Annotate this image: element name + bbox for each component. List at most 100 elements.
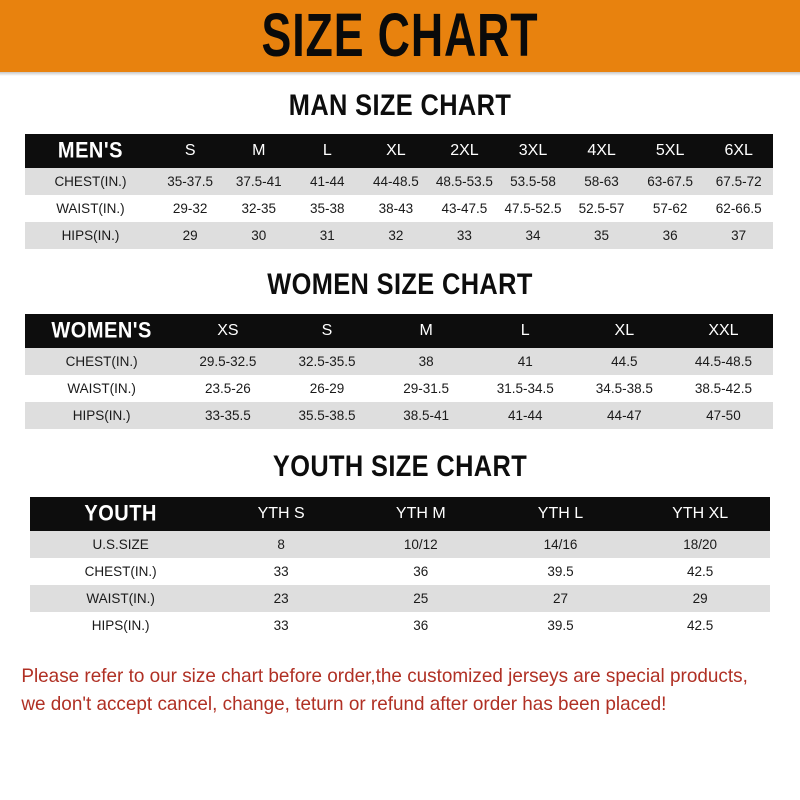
- disclaimer-line-1: Please refer to our size chart before or…: [21, 665, 748, 687]
- table-row: CHEST(IN.) 29.5-32.5 32.5-35.5 38 41 44.5 44.5…: [25, 348, 773, 375]
- table-cell: 36: [413, 618, 429, 633]
- women-row-label: HIPS(IN.): [72, 408, 131, 423]
- youth-row-label: U.S.SIZE: [92, 537, 149, 552]
- table-cell: 37.5-41: [235, 174, 282, 189]
- table-cell: 8: [277, 537, 285, 552]
- table-cell: 29: [182, 228, 198, 243]
- table-cell: 39.5: [547, 618, 574, 633]
- table-row: WAIST(IN.) 29-32 32-35 35-38 38-43 43-47.5 47.…: [25, 195, 773, 222]
- man-size-column-5: 2XL: [450, 142, 479, 159]
- disclaimer-note: Please refer to our size chart before or…: [0, 663, 776, 718]
- table-cell: 14/16: [543, 537, 578, 552]
- women-header-label: WOMEN'S: [25, 314, 178, 348]
- table-cell: 30: [251, 228, 267, 243]
- table-cell: 35-38: [310, 201, 345, 216]
- table-cell: 31.5-34.5: [496, 381, 554, 396]
- man-size-column-8: 5XL: [655, 142, 685, 159]
- women-size-column-3: M: [419, 322, 433, 339]
- table-row: HIPS(IN.) 33-35.5 35.5-38.5 38.5-41 41-44 44-…: [25, 402, 773, 429]
- table-cell: 47.5-52.5: [504, 201, 562, 216]
- table-row: CHEST(IN.) 35-37.5 37.5-41 41-44 44-48.5 48.5…: [25, 168, 773, 195]
- youth-row-label: CHEST(IN.): [84, 564, 157, 579]
- table-cell: 44.5: [611, 354, 638, 369]
- man-size-column-4: XL: [386, 142, 406, 159]
- table-cell: 67.5-72: [715, 174, 762, 189]
- table-cell: 33: [273, 618, 289, 633]
- page-title: SIZE CHART: [261, 1, 539, 71]
- women-size-column-4: L: [520, 322, 530, 339]
- table-cell: 25: [413, 591, 429, 606]
- youth-size-section: YOUTH SIZE CHART YOUTH YTH S YTH M YTH L YTH…: [0, 449, 800, 639]
- man-header-label-text: MEN'S: [57, 138, 123, 163]
- table-cell: 35: [594, 228, 610, 243]
- table-cell: 33-35.5: [204, 408, 251, 423]
- table-row: CHEST(IN.) 33 36 39.5 42.5: [30, 558, 770, 585]
- youth-size-column-2: YTH M: [395, 505, 446, 522]
- table-cell: 43-47.5: [441, 201, 488, 216]
- man-row-label: HIPS(IN.): [61, 228, 120, 243]
- women-header-label-text: WOMEN'S: [51, 318, 152, 343]
- table-cell: 57-62: [652, 201, 688, 216]
- table-cell: 33: [273, 564, 289, 579]
- man-size-column-1: S: [184, 142, 196, 159]
- women-size-table: WOMEN'S XS S M L XL XXL CHEST(IN.) 29.5-32.5 32.5…: [25, 314, 773, 429]
- women-size-section: WOMEN SIZE CHART WOMEN'S XS S M L XL XXL CHEST(…: [0, 267, 800, 429]
- youth-size-table: YOUTH YTH S YTH M YTH L YTH XL U.S.SIZE 8 10/12…: [30, 497, 770, 639]
- women-section-title: WOMEN SIZE CHART: [267, 267, 533, 301]
- table-cell: 32.5-35.5: [298, 354, 356, 369]
- man-size-column-7: 4XL: [587, 142, 616, 159]
- table-cell: 38: [418, 354, 434, 369]
- table-cell: 58-63: [584, 174, 619, 189]
- table-cell: 41-44: [310, 174, 345, 189]
- table-cell: 29: [692, 591, 708, 606]
- table-cell: 37: [731, 228, 747, 243]
- table-row: HIPS(IN.) 29 30 31 32 33 34 35 36 37: [25, 222, 773, 249]
- women-size-column-2: S: [321, 322, 333, 339]
- women-table-header-row: WOMEN'S XS S M L XL XXL: [25, 314, 773, 348]
- man-size-section: MAN SIZE CHART MEN'S S M L XL 2XL 3XL 4XL 5XL 6XL…: [0, 88, 800, 249]
- table-cell: 35-37.5: [167, 174, 214, 189]
- youth-size-column-1: YTH S: [257, 505, 305, 522]
- youth-size-column-4: YTH XL: [672, 505, 729, 522]
- man-header-label: MEN'S: [25, 134, 156, 168]
- youth-section-title: YOUTH SIZE CHART: [272, 449, 528, 483]
- table-cell: 44-48.5: [372, 174, 419, 189]
- table-cell: 32: [388, 228, 404, 243]
- header-banner: SIZE CHART: [0, 0, 800, 72]
- man-row-label: CHEST(IN.): [54, 174, 127, 189]
- table-cell: 26-29: [309, 381, 345, 396]
- youth-header-label: YOUTH: [30, 497, 211, 531]
- table-cell: 33: [456, 228, 472, 243]
- table-cell: 36: [413, 564, 429, 579]
- table-cell: 29-32: [172, 201, 208, 216]
- table-cell: 32-35: [241, 201, 276, 216]
- man-size-column-6: 3XL: [518, 142, 548, 159]
- table-cell: 39.5: [547, 564, 574, 579]
- youth-row-label: WAIST(IN.): [86, 591, 155, 606]
- table-cell: 41: [517, 354, 533, 369]
- table-cell: 38.5-41: [403, 408, 449, 423]
- table-cell: 38-43: [378, 201, 414, 216]
- table-cell: 18/20: [683, 537, 718, 552]
- table-cell: 35.5-38.5: [298, 408, 356, 423]
- table-cell: 23: [273, 591, 289, 606]
- table-cell: 53.5-58: [510, 174, 556, 189]
- women-size-column-1: XS: [217, 322, 239, 339]
- women-row-label: WAIST(IN.): [67, 381, 136, 396]
- table-cell: 34: [525, 228, 541, 243]
- table-cell: 48.5-53.5: [435, 174, 493, 189]
- table-cell: 44-47: [607, 408, 642, 423]
- table-cell: 42.5: [687, 618, 714, 633]
- table-cell: 41-44: [507, 408, 543, 423]
- youth-size-column-3: YTH L: [537, 505, 584, 522]
- disclaimer-line-2: we don't accept cancel, change, teturn o…: [21, 692, 667, 715]
- table-cell: 27: [552, 591, 568, 606]
- table-cell: 31: [319, 228, 335, 243]
- women-row-label: CHEST(IN.): [65, 354, 138, 369]
- table-cell: 44.5-48.5: [694, 354, 752, 369]
- table-cell: 29.5-32.5: [199, 354, 257, 369]
- youth-row-label: HIPS(IN.): [91, 618, 150, 633]
- youth-header-label-text: YOUTH: [84, 501, 157, 526]
- table-cell: 34.5-38.5: [595, 381, 653, 396]
- man-section-title: MAN SIZE CHART: [288, 88, 512, 122]
